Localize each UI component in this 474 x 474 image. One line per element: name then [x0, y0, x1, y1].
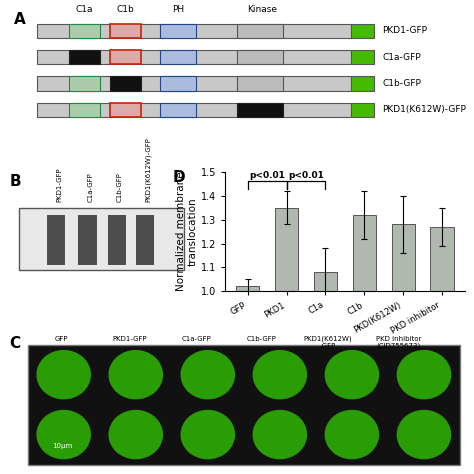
Bar — [78, 215, 97, 265]
Ellipse shape — [109, 410, 163, 459]
Text: C1b-GFP: C1b-GFP — [383, 79, 421, 88]
Bar — [430, 227, 454, 291]
Bar — [109, 24, 141, 38]
Bar — [160, 76, 196, 91]
Ellipse shape — [253, 410, 307, 459]
Text: PKD1(K612W)
-GFP: PKD1(K612W) -GFP — [304, 336, 352, 349]
Bar — [392, 224, 415, 291]
Bar — [136, 215, 155, 265]
Text: PKD1(K612W)-GFP: PKD1(K612W)-GFP — [383, 105, 466, 114]
Bar — [275, 208, 298, 291]
Text: PKD1-GFP: PKD1-GFP — [56, 167, 62, 202]
Ellipse shape — [325, 350, 379, 400]
Text: C1a: C1a — [76, 5, 93, 14]
Bar — [109, 50, 141, 64]
Ellipse shape — [36, 410, 91, 459]
Ellipse shape — [109, 350, 163, 400]
Text: C1a-GFP: C1a-GFP — [383, 53, 421, 62]
Bar — [69, 102, 100, 117]
Bar — [351, 102, 374, 117]
Text: C1a-GFP: C1a-GFP — [87, 172, 93, 202]
Text: B: B — [9, 174, 21, 189]
Ellipse shape — [253, 350, 307, 400]
Text: C: C — [9, 336, 20, 351]
Ellipse shape — [325, 410, 379, 459]
Bar — [160, 50, 196, 64]
Ellipse shape — [397, 410, 451, 459]
Bar — [109, 76, 141, 91]
Bar — [236, 286, 259, 291]
Bar — [108, 215, 126, 265]
Bar — [69, 76, 100, 91]
Bar — [69, 50, 100, 64]
Bar — [109, 102, 141, 117]
Y-axis label: Normalized membrane
translocation: Normalized membrane translocation — [176, 172, 198, 292]
Text: PH: PH — [172, 5, 184, 14]
Text: C1b: C1b — [117, 5, 135, 14]
Text: 1μM fMLP: 1μM fMLP — [12, 415, 18, 449]
Bar — [160, 102, 196, 117]
Ellipse shape — [181, 350, 235, 400]
Text: 10μm: 10μm — [53, 443, 73, 449]
Bar — [47, 215, 65, 265]
Bar — [351, 50, 374, 64]
Bar — [353, 215, 376, 291]
Text: C1b-GFP: C1b-GFP — [117, 172, 123, 202]
Text: C1a-GFP: C1a-GFP — [181, 336, 211, 342]
Text: D: D — [173, 170, 185, 184]
Text: No fMLP: No fMLP — [12, 361, 18, 389]
Bar — [160, 24, 196, 38]
Bar — [314, 272, 337, 291]
Bar — [351, 76, 374, 91]
Text: PKD1-GFP: PKD1-GFP — [383, 27, 428, 36]
Text: PKD1(K612W)-GFP: PKD1(K612W)-GFP — [145, 137, 152, 202]
Bar — [18, 208, 184, 270]
Ellipse shape — [181, 410, 235, 459]
Bar — [351, 24, 374, 38]
Text: PKD inhibitor
(CID755673): PKD inhibitor (CID755673) — [376, 336, 421, 349]
Text: PKD1-GFP: PKD1-GFP — [113, 336, 147, 342]
Ellipse shape — [36, 350, 91, 400]
Bar — [69, 24, 100, 38]
Text: p<0.01: p<0.01 — [288, 171, 324, 180]
Text: C1b-GFP: C1b-GFP — [247, 336, 277, 342]
Text: A: A — [14, 12, 26, 27]
Ellipse shape — [397, 350, 451, 400]
Text: Kinase: Kinase — [247, 5, 277, 14]
Text: p<0.01: p<0.01 — [249, 171, 285, 180]
Text: GFP: GFP — [55, 336, 69, 342]
